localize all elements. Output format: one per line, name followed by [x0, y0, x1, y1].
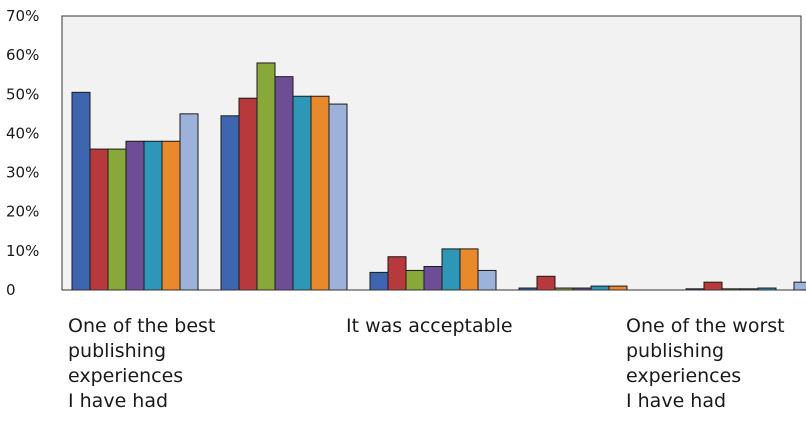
bar-group-2-series-2 [238, 97, 258, 291]
bar-group-3-series-4 [423, 266, 443, 291]
bar-group-3-series-2 [387, 256, 407, 291]
bar-group-1-series-7 [179, 113, 199, 291]
bar-group-1-series-5 [143, 140, 163, 291]
y-tick-label: 40% [6, 124, 39, 142]
bar-group-3-series-3 [405, 269, 425, 291]
y-tick-label: 60% [6, 46, 39, 64]
bar-group-3-series-5 [441, 248, 461, 291]
bar-group-1-series-4 [125, 140, 145, 291]
bar-group-5-series-7 [793, 281, 806, 291]
bars [71, 62, 806, 291]
y-axis-ticks: 0 10% 20% 30% 40% 50% 60% 70% [6, 7, 39, 299]
bar-group-2-series-5 [292, 95, 312, 291]
bar-group-1-series-2 [89, 148, 109, 291]
bar-group-2-series-3 [256, 62, 276, 291]
y-tick-label: 20% [6, 203, 39, 221]
bar-group-4-series-6 [608, 285, 628, 291]
bar-group-3-series-7 [477, 269, 497, 291]
bar-group-2-series-1 [220, 115, 240, 291]
bar-group-2-series-7 [328, 103, 348, 291]
category-label-worst: One of the worst publishing experiences … [626, 315, 785, 412]
bar-group-4-series-5 [590, 285, 610, 291]
bar-group-2-series-6 [310, 95, 330, 291]
y-tick-label: 10% [6, 242, 39, 260]
bar-group-3-series-1 [369, 271, 389, 291]
bar-group-1-series-3 [107, 148, 127, 291]
y-tick-label: 0 [6, 281, 16, 299]
bar-group-2-series-4 [274, 76, 294, 291]
bar-group-5-series-2 [703, 281, 723, 291]
bar-group-3-series-6 [459, 248, 479, 291]
y-tick-label: 50% [6, 85, 39, 103]
bar-group-4-series-2 [536, 275, 556, 291]
y-tick-label: 30% [6, 164, 39, 182]
bar-group-1-series-1 [71, 91, 91, 291]
category-label-best: One of the best publishing experiences I… [68, 315, 216, 412]
y-tick-label: 70% [6, 7, 39, 25]
bar-chart: 0 10% 20% 30% 40% 50% 60% 70% [6, 7, 806, 299]
category-label-acceptable: It was acceptable [346, 315, 513, 337]
bar-group-1-series-6 [161, 140, 181, 291]
